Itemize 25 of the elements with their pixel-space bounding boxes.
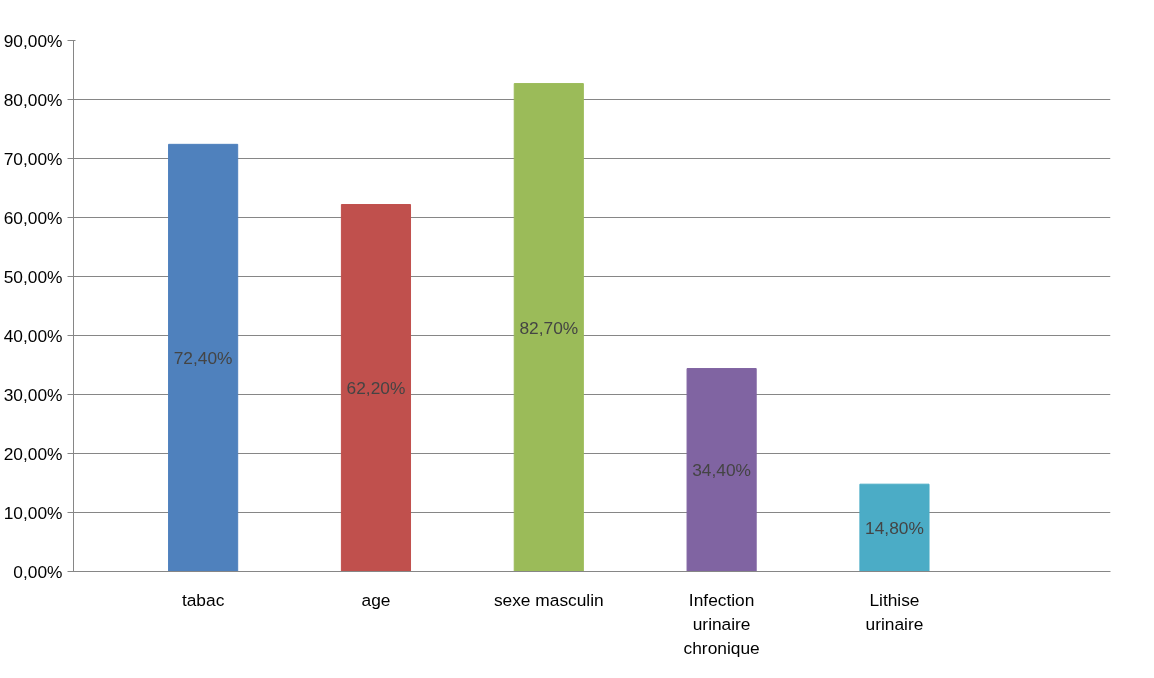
data-label: 82,70% <box>519 317 579 338</box>
data-label: 72,40% <box>173 347 233 368</box>
y-tick-label: 90,00% <box>3 30 63 51</box>
x-tick-label: tabac <box>181 589 225 610</box>
bar <box>513 83 584 572</box>
y-tick-label: 10,00% <box>3 502 63 523</box>
bar <box>686 368 757 572</box>
bar <box>168 143 239 572</box>
x-tick-label: age <box>361 589 391 610</box>
x-tick-label: Lithise urinaire <box>865 589 924 634</box>
y-tick-label: 60,00% <box>3 207 63 228</box>
y-tick-label: 0,00% <box>13 561 63 582</box>
data-label: 14,80% <box>865 517 924 538</box>
bar <box>859 483 930 572</box>
data-label: 62,20% <box>346 378 406 399</box>
y-tick-label: 80,00% <box>3 89 63 110</box>
x-tick-label: Infection urinaire chronique <box>683 589 760 658</box>
bar <box>340 204 412 572</box>
y-tick-label: 40,00% <box>3 325 63 346</box>
data-label: 34,40% <box>692 460 752 481</box>
y-tick-label: 70,00% <box>3 148 63 169</box>
x-tick-label: sexe masculin <box>493 589 604 610</box>
y-tick-label: 50,00% <box>3 266 63 287</box>
y-tick-label: 30,00% <box>3 384 63 405</box>
y-tick-label: 20,00% <box>3 443 63 464</box>
